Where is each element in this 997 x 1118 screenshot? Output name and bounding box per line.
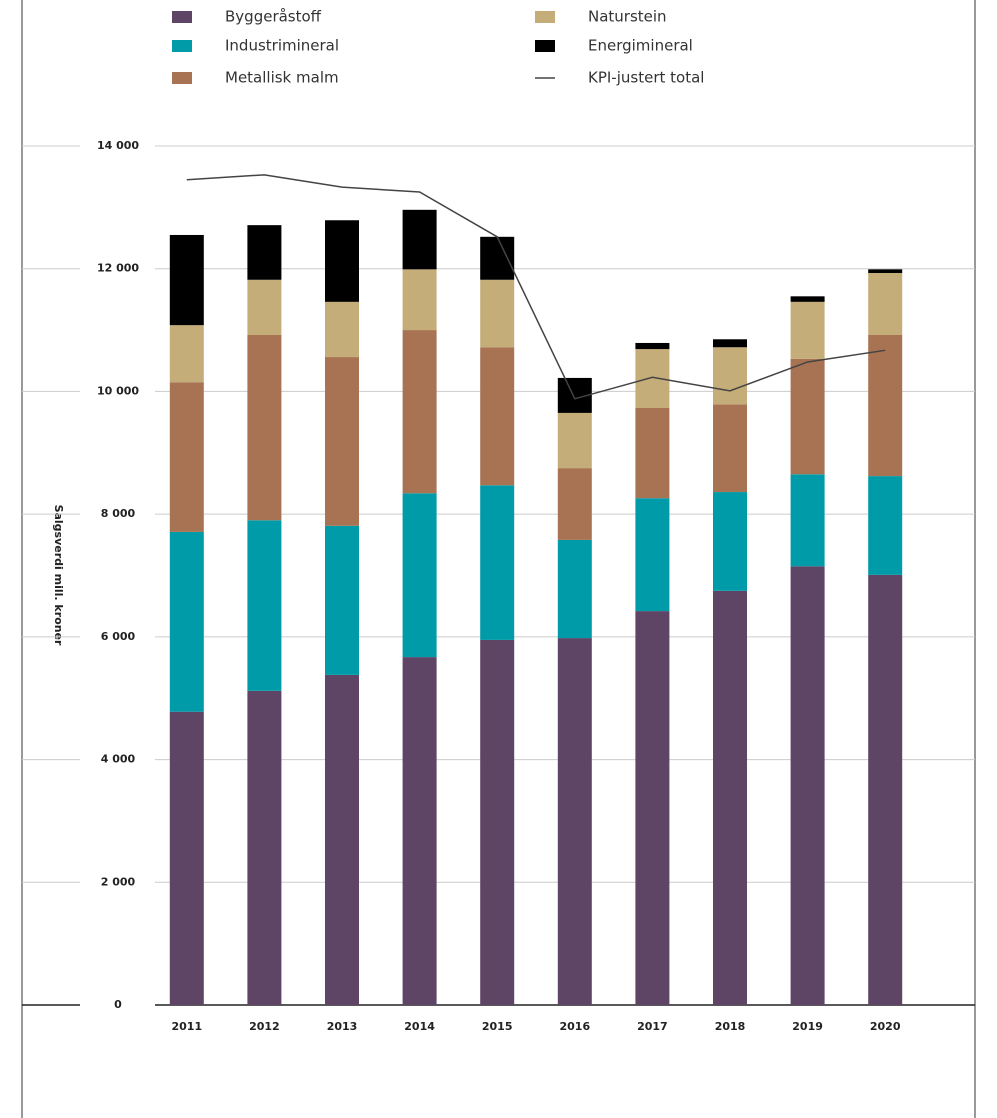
bar-segment bbox=[557, 468, 592, 540]
bar-segment bbox=[247, 520, 282, 691]
bar-segment bbox=[325, 525, 359, 675]
y-tick-label: 10 000 bbox=[97, 384, 139, 397]
x-tick-label: 2016 bbox=[559, 1020, 590, 1033]
bar-segment bbox=[247, 334, 282, 521]
y-tick-label: 14 000 bbox=[97, 139, 139, 152]
bar-segment bbox=[868, 269, 903, 274]
y-tick-label: 2 000 bbox=[101, 875, 136, 888]
bar-segment bbox=[480, 347, 515, 486]
legend-label: Byggeråstoff bbox=[225, 8, 322, 26]
bar-segment bbox=[169, 711, 204, 1005]
bar-segment bbox=[480, 279, 515, 348]
x-tick-label: 2015 bbox=[482, 1020, 513, 1033]
bar-segment bbox=[713, 590, 747, 1005]
bar-segment bbox=[480, 236, 515, 280]
bar-segment bbox=[868, 476, 903, 575]
bar-segment bbox=[557, 412, 592, 469]
bar-segment bbox=[635, 342, 670, 350]
y-axis-label: Salgsverdi mill. kroner bbox=[52, 505, 65, 646]
x-tick-label: 2019 bbox=[792, 1020, 823, 1033]
bar-segment bbox=[247, 279, 282, 335]
legend-swatch bbox=[172, 11, 192, 23]
bar-segment bbox=[790, 358, 825, 475]
bar-segment bbox=[557, 539, 592, 639]
bar-segment bbox=[790, 296, 825, 302]
bar-segment bbox=[635, 349, 670, 408]
legend-swatch bbox=[172, 40, 192, 52]
legend-label: Metallisk malm bbox=[225, 69, 339, 87]
bar-segment bbox=[480, 639, 515, 1005]
bar-segment bbox=[868, 273, 903, 335]
bar-segment bbox=[402, 209, 437, 270]
bar-segment bbox=[169, 382, 204, 532]
bar-segment bbox=[480, 485, 515, 640]
x-tick-label: 2020 bbox=[870, 1020, 901, 1033]
bar-segment bbox=[868, 574, 903, 1005]
bar-segment bbox=[325, 357, 359, 526]
bar-segment bbox=[402, 269, 437, 331]
bar-segment bbox=[713, 492, 747, 591]
bar-segment bbox=[247, 225, 282, 280]
legend-label: Industrimineral bbox=[225, 37, 339, 55]
x-tick-label: 2018 bbox=[715, 1020, 746, 1033]
legend-swatch bbox=[535, 11, 555, 23]
y-tick-label: 12 000 bbox=[97, 262, 139, 275]
bar-segment bbox=[635, 611, 670, 1005]
bar-segment bbox=[325, 220, 359, 302]
legend-label: Energimineral bbox=[588, 37, 693, 55]
bar-segment bbox=[169, 531, 204, 712]
bar-segment bbox=[402, 493, 437, 658]
bar-segment bbox=[790, 301, 825, 359]
x-tick-label: 2013 bbox=[327, 1020, 358, 1033]
bar-segment bbox=[325, 301, 359, 358]
bar-segment bbox=[713, 404, 747, 493]
legend-label: Naturstein bbox=[588, 8, 667, 26]
x-tick-label: 2017 bbox=[637, 1020, 668, 1033]
legend-swatch bbox=[172, 72, 192, 84]
bar-segment bbox=[635, 498, 670, 612]
bar-segment bbox=[790, 566, 825, 1005]
legend-swatch bbox=[535, 40, 555, 52]
x-tick-label: 2011 bbox=[171, 1020, 202, 1033]
y-tick-label: 6 000 bbox=[101, 630, 136, 643]
bar-segment bbox=[325, 674, 359, 1005]
bar-segment bbox=[713, 339, 747, 348]
bar-segment bbox=[402, 330, 437, 494]
x-tick-label: 2012 bbox=[249, 1020, 280, 1033]
y-tick-label: 8 000 bbox=[101, 507, 136, 520]
y-tick-label: 0 bbox=[114, 998, 122, 1011]
bar-segment bbox=[635, 407, 670, 499]
bar-segment bbox=[169, 234, 204, 326]
y-tick-label: 4 000 bbox=[101, 753, 136, 766]
bar-segment bbox=[169, 325, 204, 383]
bar-segment bbox=[247, 690, 282, 1005]
bar-segment bbox=[868, 334, 903, 477]
legend-label: KPI-justert total bbox=[588, 69, 704, 87]
bar-segment bbox=[402, 657, 437, 1005]
line bbox=[186, 174, 886, 400]
bar-segment bbox=[790, 474, 825, 567]
bar-segment bbox=[557, 638, 592, 1005]
x-tick-label: 2014 bbox=[404, 1020, 435, 1033]
bar-segment bbox=[713, 347, 747, 405]
